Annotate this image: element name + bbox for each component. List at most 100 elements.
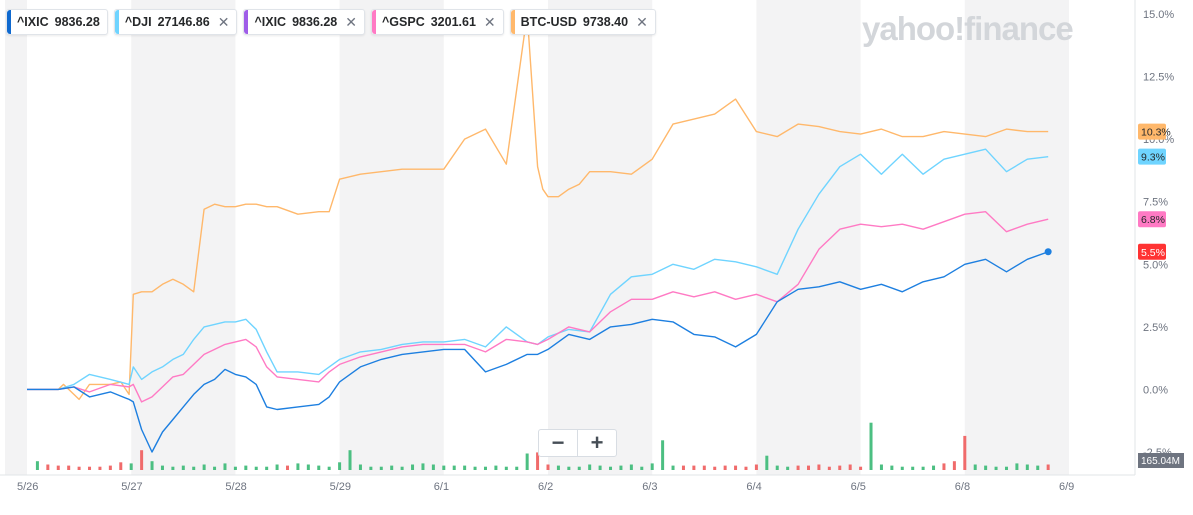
volume-bar <box>98 466 102 470</box>
y-tick-label: 0.0% <box>1143 384 1168 396</box>
legend-pill-ixic[interactable]: ^IXIC 9836.28 <box>6 9 108 35</box>
day-band <box>131 0 236 475</box>
volume-bar <box>202 464 206 470</box>
x-tick-label: 6/5 <box>851 481 866 493</box>
volume-bar <box>56 465 60 470</box>
volume-bar <box>848 464 852 470</box>
volume-bar <box>296 463 300 470</box>
legend-swatch <box>372 10 376 34</box>
x-tick-label: 6/3 <box>642 481 657 493</box>
remove-btc-icon[interactable]: ✕ <box>636 13 648 30</box>
last-price-marker <box>1044 248 1052 256</box>
legend-symbol: ^IXIC <box>17 15 49 29</box>
x-tick-label: 5/28 <box>225 481 246 493</box>
volume-bar <box>567 466 571 470</box>
remove-gspc-icon[interactable]: ✕ <box>483 13 496 30</box>
volume-bar <box>984 465 988 470</box>
volume-bar <box>911 466 915 470</box>
x-tick-label: 5/27 <box>121 481 142 493</box>
legend-pill-gspc[interactable]: ^GSPC 3201.61 ✕ <box>371 9 504 35</box>
volume-bar <box>431 464 435 470</box>
volume-bar <box>869 422 873 470</box>
volume-bar <box>1004 466 1008 470</box>
day-band <box>339 0 444 475</box>
volume-bar <box>140 450 144 470</box>
legend-symbol: ^DJI <box>124 15 152 29</box>
day-band <box>756 0 861 475</box>
volume-bar <box>46 464 50 470</box>
volume-bar <box>348 450 352 470</box>
x-tick-label: 6/9 <box>1059 481 1074 493</box>
end-label-box <box>1138 123 1166 140</box>
yahoo-finance-logo: yahoo!finance <box>862 10 1074 47</box>
volume-bar <box>536 452 540 470</box>
volume-bar <box>129 463 133 470</box>
volume-bar <box>994 466 998 470</box>
y-tick-label: 7.5% <box>1143 197 1168 209</box>
volume-bar <box>160 465 164 470</box>
volume-bar <box>35 461 39 470</box>
volume-bar <box>400 466 404 470</box>
legend-price: 9836.28 <box>292 15 338 29</box>
volume-bar <box>379 466 383 470</box>
volume-bar <box>358 464 362 470</box>
legend-swatch <box>7 10 11 34</box>
volume-bar <box>88 466 92 470</box>
volume-bar <box>807 465 810 470</box>
volume-bar <box>556 465 560 470</box>
volume-bar <box>640 466 644 470</box>
zoom-out-button[interactable]: − <box>551 430 565 455</box>
volume-bar <box>900 466 904 470</box>
end-label-dji: 9.3% <box>1141 152 1165 164</box>
volume-bar <box>338 462 342 470</box>
volume-bar <box>306 464 310 470</box>
volume-bar <box>67 465 71 470</box>
volume-bar <box>265 466 269 470</box>
legend-swatch <box>244 10 249 34</box>
volume-bar <box>452 465 456 470</box>
volume-bar <box>577 466 581 470</box>
y-tick-label: 15.0% <box>1143 9 1174 21</box>
end-label-ixic: 5.5% <box>1141 247 1165 259</box>
volume-bar <box>838 465 842 470</box>
x-tick-label: 6/1 <box>434 481 449 493</box>
volume-bar <box>411 464 415 470</box>
volume-bar <box>233 466 237 470</box>
volume-bar <box>213 466 217 470</box>
zoom-controls: − + <box>538 429 617 457</box>
volume-bar <box>921 466 925 470</box>
volume-label-box <box>1138 453 1184 468</box>
end-label-box <box>1138 211 1166 228</box>
end-label-box <box>1138 148 1166 165</box>
legend-price: 27146.86 <box>157 15 210 29</box>
volume-bar <box>1046 464 1050 470</box>
remove-dji-icon[interactable]: ✕ <box>217 13 230 30</box>
volume-bar <box>692 465 696 470</box>
volume-bar <box>442 465 446 470</box>
volume-bar <box>609 466 613 470</box>
volume-bar <box>744 466 748 470</box>
volume-bar <box>786 466 790 470</box>
volume-bar <box>108 465 112 470</box>
volume-bar <box>494 465 498 470</box>
series-line-dji <box>27 148 1049 391</box>
end-label-gspc: 6.8% <box>1141 214 1165 226</box>
legend-price: 9738.40 <box>582 15 629 29</box>
volume-bar <box>629 464 633 470</box>
zoom-in-button[interactable]: + <box>577 430 616 456</box>
volume-bar <box>286 465 289 470</box>
y-tick-label: 2.5% <box>1143 322 1168 334</box>
legend-pill-ixic-compare[interactable]: ^IXIC 9836.28 ✕ <box>243 9 365 35</box>
legend-pill-dji[interactable]: ^DJI 27146.86 ✕ <box>113 9 238 35</box>
comparison-legend: ^IXIC 9836.28 ^DJI 27146.86 ✕ ^IXIC 9836… <box>6 9 656 35</box>
day-band <box>964 0 1069 475</box>
volume-bar <box>817 464 821 470</box>
y-tick-label: 5.0% <box>1143 259 1168 271</box>
legend-price: 9836.28 <box>54 15 100 29</box>
volume-bar <box>723 465 727 470</box>
volume-bar <box>650 463 654 470</box>
legend-pill-btc[interactable]: BTC-USD 9738.40 ✕ <box>509 9 656 35</box>
legend-swatch <box>114 10 119 34</box>
remove-ixic-icon[interactable]: ✕ <box>345 13 357 30</box>
